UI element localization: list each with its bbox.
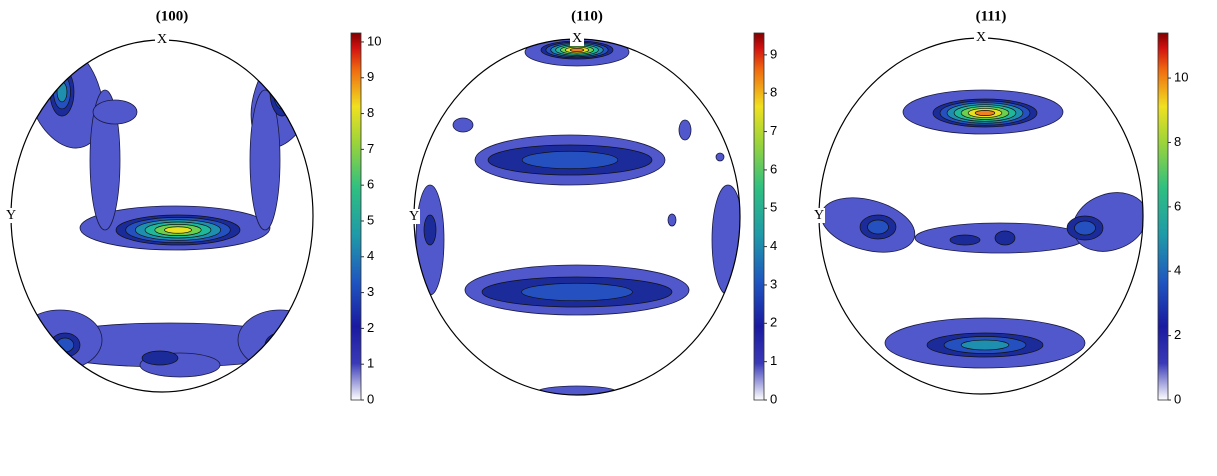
contour-level xyxy=(273,74,291,110)
colorbar xyxy=(753,32,765,401)
contour-region xyxy=(249,89,281,231)
colorbar-tick-label: 2 xyxy=(1174,327,1181,342)
x-axis-label: X xyxy=(572,31,582,46)
contour-region xyxy=(92,99,138,125)
contour-level xyxy=(423,214,437,246)
label-bg xyxy=(408,209,420,224)
label-bg xyxy=(5,208,17,223)
figure-title: (110) xyxy=(571,8,603,24)
contour-region xyxy=(89,89,121,231)
colorbar-tick-label: 8 xyxy=(367,105,374,120)
colorbar-tick-label: 4 xyxy=(367,248,374,263)
contour-region xyxy=(237,309,313,371)
contour-level xyxy=(264,332,296,358)
colorbar-tick-label: 1 xyxy=(367,356,374,371)
contour-level xyxy=(960,339,1010,351)
contour-level xyxy=(521,282,633,302)
contour-level xyxy=(974,110,996,116)
colorbar-tick-label: 10 xyxy=(367,33,381,48)
y-axis-label: Y xyxy=(814,208,824,223)
contour-level xyxy=(276,81,288,103)
colorbar-tick-label: 3 xyxy=(367,284,374,299)
colorbar-tick-label: 7 xyxy=(367,141,374,156)
colorbar-tick-label: 6 xyxy=(1174,198,1181,213)
contour-level xyxy=(141,350,179,366)
colorbar-tick-label: 5 xyxy=(770,200,777,215)
contour-region xyxy=(678,119,692,141)
contour-level xyxy=(569,47,585,53)
contour-level xyxy=(270,337,290,353)
label-bg xyxy=(155,32,169,47)
contour-region xyxy=(715,152,725,162)
colorbar xyxy=(350,32,362,401)
y-axis-label: Y xyxy=(6,208,16,223)
contour-region xyxy=(452,117,474,133)
colorbar-tick-label: 0 xyxy=(1174,391,1181,406)
colorbar-tick-label: 8 xyxy=(770,85,777,100)
figure-title: (111) xyxy=(976,8,1007,24)
colorbar-tick-label: 6 xyxy=(770,161,777,176)
colorbar-tick-label: 0 xyxy=(770,391,777,406)
x-axis-label: X xyxy=(157,32,167,47)
contour-level xyxy=(1074,220,1096,236)
pole-figure xyxy=(17,41,313,378)
contour-level xyxy=(949,234,981,246)
colorbar-tick-label: 5 xyxy=(367,212,374,227)
colorbar-tick-label: 4 xyxy=(770,238,777,253)
colorbar-tick-label: 0 xyxy=(367,391,374,406)
label-bg xyxy=(974,30,988,45)
colorbar-tick-label: 4 xyxy=(1174,263,1181,278)
pole-circle xyxy=(413,38,741,396)
colorbar-tick-label: 3 xyxy=(770,276,777,291)
colorbar xyxy=(1157,32,1169,401)
contour-level xyxy=(867,219,889,235)
colorbar-tick-label: 6 xyxy=(367,177,374,192)
label-bg xyxy=(813,208,825,223)
contour-level xyxy=(994,230,1016,246)
pole-figure xyxy=(820,89,1143,369)
contour-level xyxy=(164,226,192,234)
y-axis-label: Y xyxy=(409,209,419,224)
contour-level xyxy=(56,81,68,103)
contour-level xyxy=(521,150,619,170)
colorbar-tick-label: 2 xyxy=(770,315,777,330)
colorbar-tick-label: 7 xyxy=(770,123,777,138)
colorbar-tick-label: 10 xyxy=(1174,70,1188,85)
label-bg xyxy=(570,31,584,46)
contour-region xyxy=(667,213,677,227)
colorbar-tick-label: 9 xyxy=(367,69,374,84)
x-axis-label: X xyxy=(976,30,986,45)
colorbar-tick-label: 2 xyxy=(367,320,374,335)
colorbar-tick-label: 8 xyxy=(1174,134,1181,149)
colorbar-tick-label: 1 xyxy=(770,353,777,368)
colorbar-tick-label: 9 xyxy=(770,46,777,61)
figure-title: (100) xyxy=(156,8,189,24)
pole-figure xyxy=(415,39,740,395)
